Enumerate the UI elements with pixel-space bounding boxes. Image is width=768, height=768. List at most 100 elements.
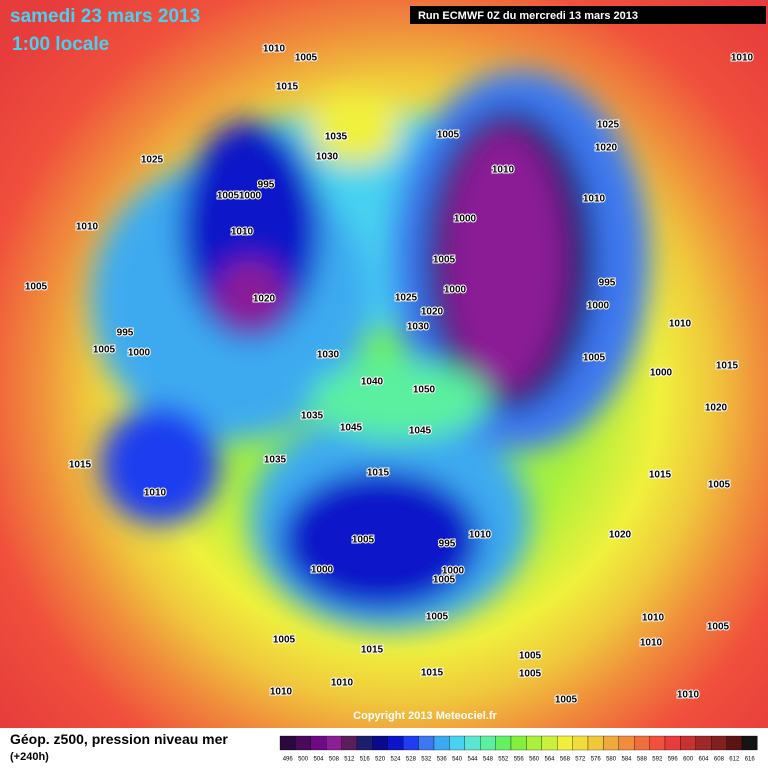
isobar-label: 1005: [519, 651, 542, 662]
isobar-label: 1030: [407, 322, 430, 333]
legend-label: 524: [390, 757, 401, 763]
isobar-label: 995: [258, 180, 275, 191]
legend-swatch: [449, 735, 465, 751]
legend-swatch: [433, 735, 450, 751]
legend-swatch: [726, 735, 743, 751]
legend-label: 520: [375, 757, 386, 763]
legend-label: 504: [313, 757, 324, 763]
isobar-label: 1010: [144, 488, 167, 499]
legend-swatch: [480, 735, 496, 751]
legend-swatch: [649, 735, 666, 751]
legend-swatch: [464, 735, 481, 751]
isobar-label: 1005: [295, 53, 318, 64]
isobar-label: 1005: [519, 669, 542, 680]
date: samedi 23 mars 2013: [10, 6, 200, 27]
isobar-label: 1005: [433, 255, 456, 266]
legend-label: 588: [637, 757, 648, 763]
isobar-label: 1005: [93, 345, 116, 356]
isobar-label: 1020: [595, 143, 618, 154]
isobar-label: 1000: [650, 368, 673, 379]
legend-swatch: [587, 735, 604, 751]
legend-label: 596: [668, 757, 679, 763]
legend-swatch: [711, 735, 727, 751]
legend-swatch: [341, 735, 358, 751]
isobar-label: 1015: [361, 645, 384, 656]
legend-swatch: [557, 735, 573, 751]
copyright: Copyright 2013 Meteociel.fr: [353, 710, 497, 722]
isobar-label: 995: [599, 278, 616, 289]
legend-swatch: [372, 735, 388, 751]
legend-swatch: [634, 735, 650, 751]
isobar-label: 1015: [276, 82, 299, 93]
legend-swatch: [680, 735, 696, 751]
isobar-label: 1040: [361, 377, 384, 388]
run-banner: [410, 6, 766, 24]
isobar-label: 1000: [128, 348, 151, 359]
legend-label: 552: [498, 757, 509, 763]
legend-label: 604: [698, 757, 709, 763]
isobar-label: 1005: [707, 622, 730, 633]
legend-label: 576: [591, 757, 602, 763]
legend-swatch: [695, 735, 712, 751]
isobar-label: 1050: [413, 385, 436, 396]
legend-swatch: [572, 735, 589, 751]
isobar-label: 1045: [340, 423, 363, 434]
legend-label: 540: [452, 757, 463, 763]
legend-swatch: [741, 735, 758, 751]
isobar-label: 1015: [69, 460, 92, 471]
isobar-label: 1010: [263, 44, 286, 55]
legend-label: 560: [529, 757, 540, 763]
legend-label: 556: [514, 757, 525, 763]
legend-swatch: [495, 735, 512, 751]
isobar-label: 1000: [239, 191, 262, 202]
isobar-label: 1005: [437, 130, 460, 141]
legend-swatch: [664, 735, 681, 751]
isobar-label: 1000: [442, 566, 465, 577]
legend-swatch: [387, 735, 404, 751]
legend-label: 512: [344, 757, 355, 763]
time: 1:00 locale: [12, 34, 109, 55]
isobar-label: 1000: [587, 301, 610, 312]
isobar-label: 1015: [421, 668, 444, 679]
legend-label: 496: [283, 757, 294, 763]
isobar-label: 1045: [409, 426, 432, 437]
legend-swatch: [310, 735, 327, 751]
isobar-label: 1020: [705, 403, 728, 414]
legend-label: 536: [437, 757, 448, 763]
legend-label: 528: [406, 757, 417, 763]
isobar-label: 1010: [583, 194, 606, 205]
isobar-label: 1030: [316, 152, 339, 163]
legend-label: 508: [329, 757, 340, 763]
isobar-label: 1010: [331, 678, 354, 689]
legend-swatch: [295, 735, 311, 751]
isobar-label: 1035: [325, 132, 348, 143]
isobar-label: 1010: [642, 613, 665, 624]
isobar-label: 1025: [395, 293, 418, 304]
isobar-label: 1020: [421, 307, 444, 318]
legend-label: 580: [606, 757, 617, 763]
isobar-label: 1005: [217, 191, 240, 202]
isobar-label: 1005: [273, 635, 296, 646]
isobar-label: 1015: [649, 470, 672, 481]
isobar-label: 1010: [469, 530, 492, 541]
isobar-label: 1020: [609, 530, 632, 541]
isobar-label: 1010: [231, 227, 254, 238]
isobar-label: 1005: [25, 282, 48, 293]
field: [0, 0, 768, 728]
isobar-label: 995: [117, 328, 134, 339]
isobar-label: 1010: [677, 690, 700, 701]
isobar-label: 1010: [731, 53, 754, 64]
isobar-label: 1010: [669, 319, 692, 330]
isobar-label: 1030: [317, 350, 340, 361]
legend-swatch: [603, 735, 619, 751]
isobar-label: 1000: [311, 565, 334, 576]
isobar-label: 1015: [716, 361, 739, 372]
legend-swatch: [618, 735, 635, 751]
isobar-label: 1020: [253, 294, 276, 305]
lead-time: (+240h): [10, 751, 49, 763]
legend-label: 500: [298, 757, 309, 763]
isobar-label: 1005: [433, 575, 456, 586]
legend-swatch: [418, 735, 435, 751]
legend-label: 516: [360, 757, 371, 763]
